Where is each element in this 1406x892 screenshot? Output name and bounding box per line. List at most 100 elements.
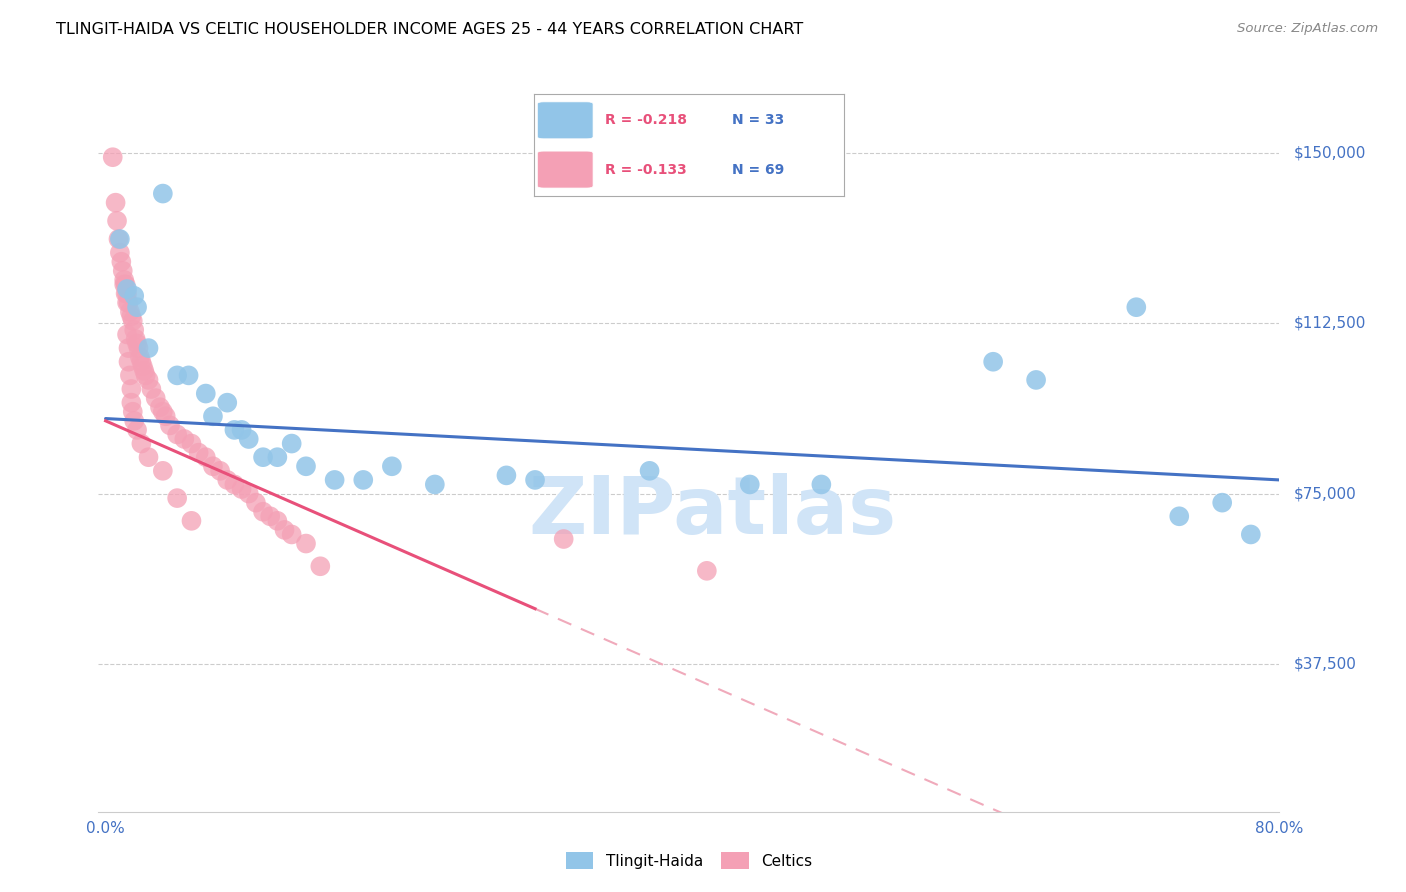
Point xyxy=(111,264,134,278)
Point xyxy=(120,310,142,324)
Point xyxy=(125,423,148,437)
FancyBboxPatch shape xyxy=(537,102,593,139)
Point xyxy=(194,450,217,465)
Text: Source: ZipAtlas.com: Source: ZipAtlas.com xyxy=(1237,22,1378,36)
Point xyxy=(115,327,138,342)
Point xyxy=(135,368,157,383)
Point xyxy=(118,304,141,318)
Point xyxy=(115,282,138,296)
Point xyxy=(128,341,150,355)
Point xyxy=(217,473,239,487)
Point xyxy=(217,395,239,409)
Point xyxy=(131,436,153,450)
Point xyxy=(323,473,346,487)
Point xyxy=(187,445,209,459)
Point xyxy=(166,368,188,383)
Text: TLINGIT-HAIDA VS CELTIC HOUSEHOLDER INCOME AGES 25 - 44 YEARS CORRELATION CHART: TLINGIT-HAIDA VS CELTIC HOUSEHOLDER INCO… xyxy=(56,22,803,37)
Point xyxy=(738,477,761,491)
Point xyxy=(115,286,138,301)
Point xyxy=(138,373,160,387)
Point xyxy=(107,232,129,246)
Text: ZIPatlas: ZIPatlas xyxy=(529,473,897,551)
Point xyxy=(201,409,224,424)
Point xyxy=(259,509,281,524)
Point xyxy=(120,382,142,396)
Point xyxy=(280,436,302,450)
Point xyxy=(180,436,202,450)
Text: $37,500: $37,500 xyxy=(1294,657,1357,672)
Point xyxy=(309,559,332,574)
Point xyxy=(117,341,139,355)
Point xyxy=(112,273,135,287)
Point xyxy=(166,491,188,505)
Point xyxy=(495,468,517,483)
Point xyxy=(122,414,145,428)
Point xyxy=(152,464,174,478)
Point xyxy=(138,450,160,465)
Point xyxy=(108,232,131,246)
Point xyxy=(131,355,153,369)
Point xyxy=(224,423,246,437)
Point xyxy=(209,464,232,478)
Text: R = -0.218: R = -0.218 xyxy=(606,113,688,128)
Point xyxy=(1025,373,1047,387)
Point xyxy=(180,514,202,528)
Point xyxy=(115,295,138,310)
Point xyxy=(129,350,152,364)
Point xyxy=(159,418,181,433)
Point xyxy=(117,355,139,369)
Point xyxy=(177,368,200,383)
Point xyxy=(152,405,174,419)
Point xyxy=(252,505,274,519)
Point xyxy=(238,486,260,500)
Point xyxy=(238,432,260,446)
Point xyxy=(173,432,195,446)
Text: $150,000: $150,000 xyxy=(1294,145,1365,161)
Point xyxy=(155,409,177,424)
Point xyxy=(121,405,143,419)
Point xyxy=(122,323,145,337)
Point xyxy=(114,277,136,292)
Point xyxy=(152,186,174,201)
Point xyxy=(124,332,146,346)
Point xyxy=(266,450,288,465)
Legend: Tlingit-Haida, Celtics: Tlingit-Haida, Celtics xyxy=(560,846,818,875)
Point xyxy=(252,450,274,465)
Point xyxy=(121,314,143,328)
Point xyxy=(638,464,661,478)
Point xyxy=(125,336,148,351)
Point xyxy=(141,382,163,396)
Text: N = 33: N = 33 xyxy=(733,113,785,128)
Point xyxy=(105,214,128,228)
Point xyxy=(138,341,160,355)
Point xyxy=(145,391,167,405)
Point xyxy=(696,564,718,578)
Point xyxy=(810,477,832,491)
FancyBboxPatch shape xyxy=(537,151,593,188)
Point xyxy=(295,536,318,550)
Point xyxy=(194,386,217,401)
Point xyxy=(134,364,156,378)
Point xyxy=(112,277,135,292)
Point xyxy=(110,254,132,268)
Point xyxy=(981,355,1004,369)
Point xyxy=(381,459,404,474)
Point xyxy=(266,514,288,528)
Text: $75,000: $75,000 xyxy=(1294,486,1357,501)
Point xyxy=(273,523,295,537)
Point xyxy=(295,459,318,474)
Point xyxy=(280,527,302,541)
Point xyxy=(125,300,148,314)
Point xyxy=(1240,527,1263,541)
Point xyxy=(1211,496,1233,510)
Point xyxy=(1168,509,1191,524)
Point xyxy=(104,195,127,210)
Point xyxy=(149,400,172,414)
Point xyxy=(553,532,575,546)
Point xyxy=(524,473,547,487)
Point xyxy=(231,423,253,437)
Text: $112,500: $112,500 xyxy=(1294,316,1365,331)
Point xyxy=(132,359,155,374)
Point xyxy=(166,427,188,442)
Point xyxy=(201,459,224,474)
